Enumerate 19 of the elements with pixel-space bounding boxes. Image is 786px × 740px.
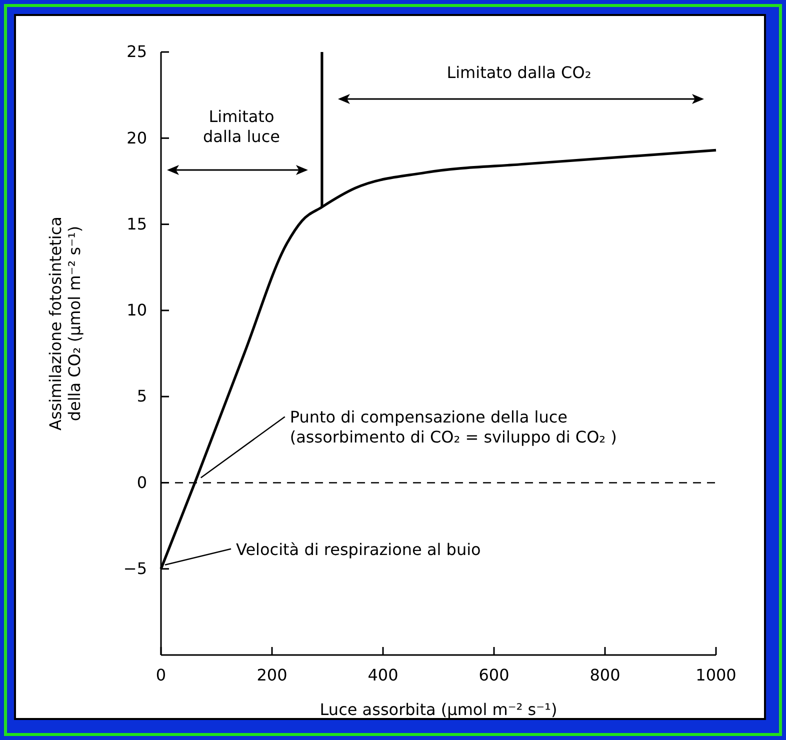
y-axis-title: Assimilazione fotosintetica della CO₂ (μmol m⁻² s⁻¹) [46, 216, 84, 430]
x-tick-label: 400 [368, 665, 398, 684]
x-tick-label: 200 [256, 665, 288, 684]
annotation: Punto di compensazione della luce (assorbimento di CO₂ = sviluppo di CO₂ ) [290, 408, 617, 447]
annotation: Limitato dalla CO₂ [446, 63, 592, 82]
y-tick-label: −5 [123, 558, 147, 578]
annotation: Velocità di respirazione al buio [236, 540, 481, 559]
x-tick-label: 1000 [696, 665, 736, 684]
y-tick-label: 5 [136, 386, 147, 406]
y-tick-label: 0 [136, 472, 147, 492]
x-tick-label: 0 [156, 665, 166, 684]
y-tick-label: 15 [126, 214, 147, 234]
y-tick-label: 10 [126, 300, 147, 320]
y-tick-label: 20 [126, 128, 147, 148]
x-axis-title: Luce assorbita (μmol m⁻² s⁻¹) [320, 700, 558, 719]
x-tick-label: 800 [590, 665, 620, 684]
x-tick-label: 600 [478, 665, 510, 684]
annotation: Limitato dalla luce [202, 107, 280, 146]
y-tick-label: 25 [126, 42, 147, 62]
